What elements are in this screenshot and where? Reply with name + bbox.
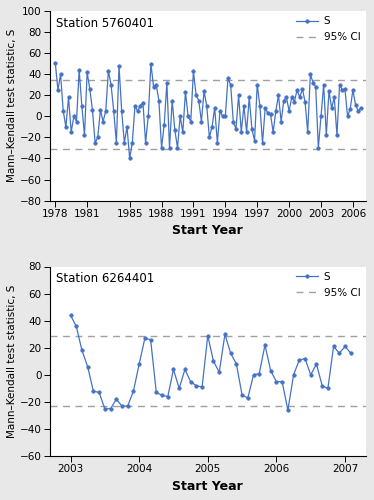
- S: [108, 406, 113, 412]
- Legend: S, 95% CI: S, 95% CI: [294, 270, 362, 300]
- S: [309, 372, 313, 378]
- S: [263, 342, 267, 348]
- S: [303, 356, 307, 362]
- S: [349, 350, 353, 356]
- S: [257, 370, 261, 376]
- S: [80, 348, 84, 354]
- S: [260, 140, 265, 145]
- S: [229, 350, 233, 356]
- S: [102, 406, 107, 412]
- S: [291, 372, 296, 378]
- S: [314, 361, 319, 367]
- S: [326, 386, 330, 392]
- Line: S: S: [53, 61, 363, 160]
- S: [53, 60, 58, 66]
- S: [280, 378, 284, 384]
- S: [171, 366, 176, 372]
- S: [200, 384, 204, 390]
- S: [137, 361, 141, 367]
- S: [91, 388, 96, 394]
- S: [120, 403, 124, 409]
- S: [125, 403, 130, 409]
- S: [183, 366, 187, 372]
- S: [337, 350, 341, 356]
- S: [217, 369, 221, 375]
- Legend: S, 95% CI: S, 95% CI: [294, 14, 362, 44]
- S: [286, 407, 290, 413]
- S: [303, 98, 307, 104]
- S: [114, 396, 119, 402]
- S: [211, 358, 216, 364]
- S: [269, 368, 273, 374]
- S: [85, 364, 90, 370]
- S: [242, 103, 246, 109]
- Line: S: S: [69, 314, 352, 412]
- S: [359, 105, 363, 111]
- S: [240, 392, 244, 398]
- S: [274, 378, 279, 384]
- S: [194, 382, 199, 388]
- S: [177, 386, 181, 392]
- S: [166, 394, 170, 400]
- S: [131, 388, 136, 394]
- S: [320, 382, 324, 388]
- S: [148, 336, 153, 342]
- S: [160, 392, 164, 398]
- S: [68, 312, 73, 318]
- X-axis label: Start Year: Start Year: [172, 224, 243, 237]
- Text: Station 5760401: Station 5760401: [56, 16, 154, 30]
- X-axis label: Start Year: Start Year: [172, 480, 243, 493]
- S: [246, 395, 250, 401]
- S: [74, 323, 79, 329]
- Text: Station 6264401: Station 6264401: [56, 272, 154, 285]
- S: [297, 357, 301, 363]
- S: [251, 372, 256, 378]
- S: [188, 378, 193, 384]
- S: [97, 390, 101, 396]
- S: [337, 82, 342, 87]
- S: [331, 344, 336, 349]
- Y-axis label: Mann–Kendall test statistic, S: Mann–Kendall test statistic, S: [7, 29, 17, 182]
- S: [311, 80, 315, 86]
- S: [206, 332, 210, 338]
- S: [142, 336, 147, 342]
- S: [128, 156, 132, 162]
- S: [223, 331, 227, 337]
- S: [343, 344, 347, 349]
- Y-axis label: Mann–Kendall test statistic, S: Mann–Kendall test statistic, S: [7, 284, 17, 438]
- S: [234, 361, 239, 367]
- S: [154, 390, 159, 396]
- S: [159, 145, 164, 151]
